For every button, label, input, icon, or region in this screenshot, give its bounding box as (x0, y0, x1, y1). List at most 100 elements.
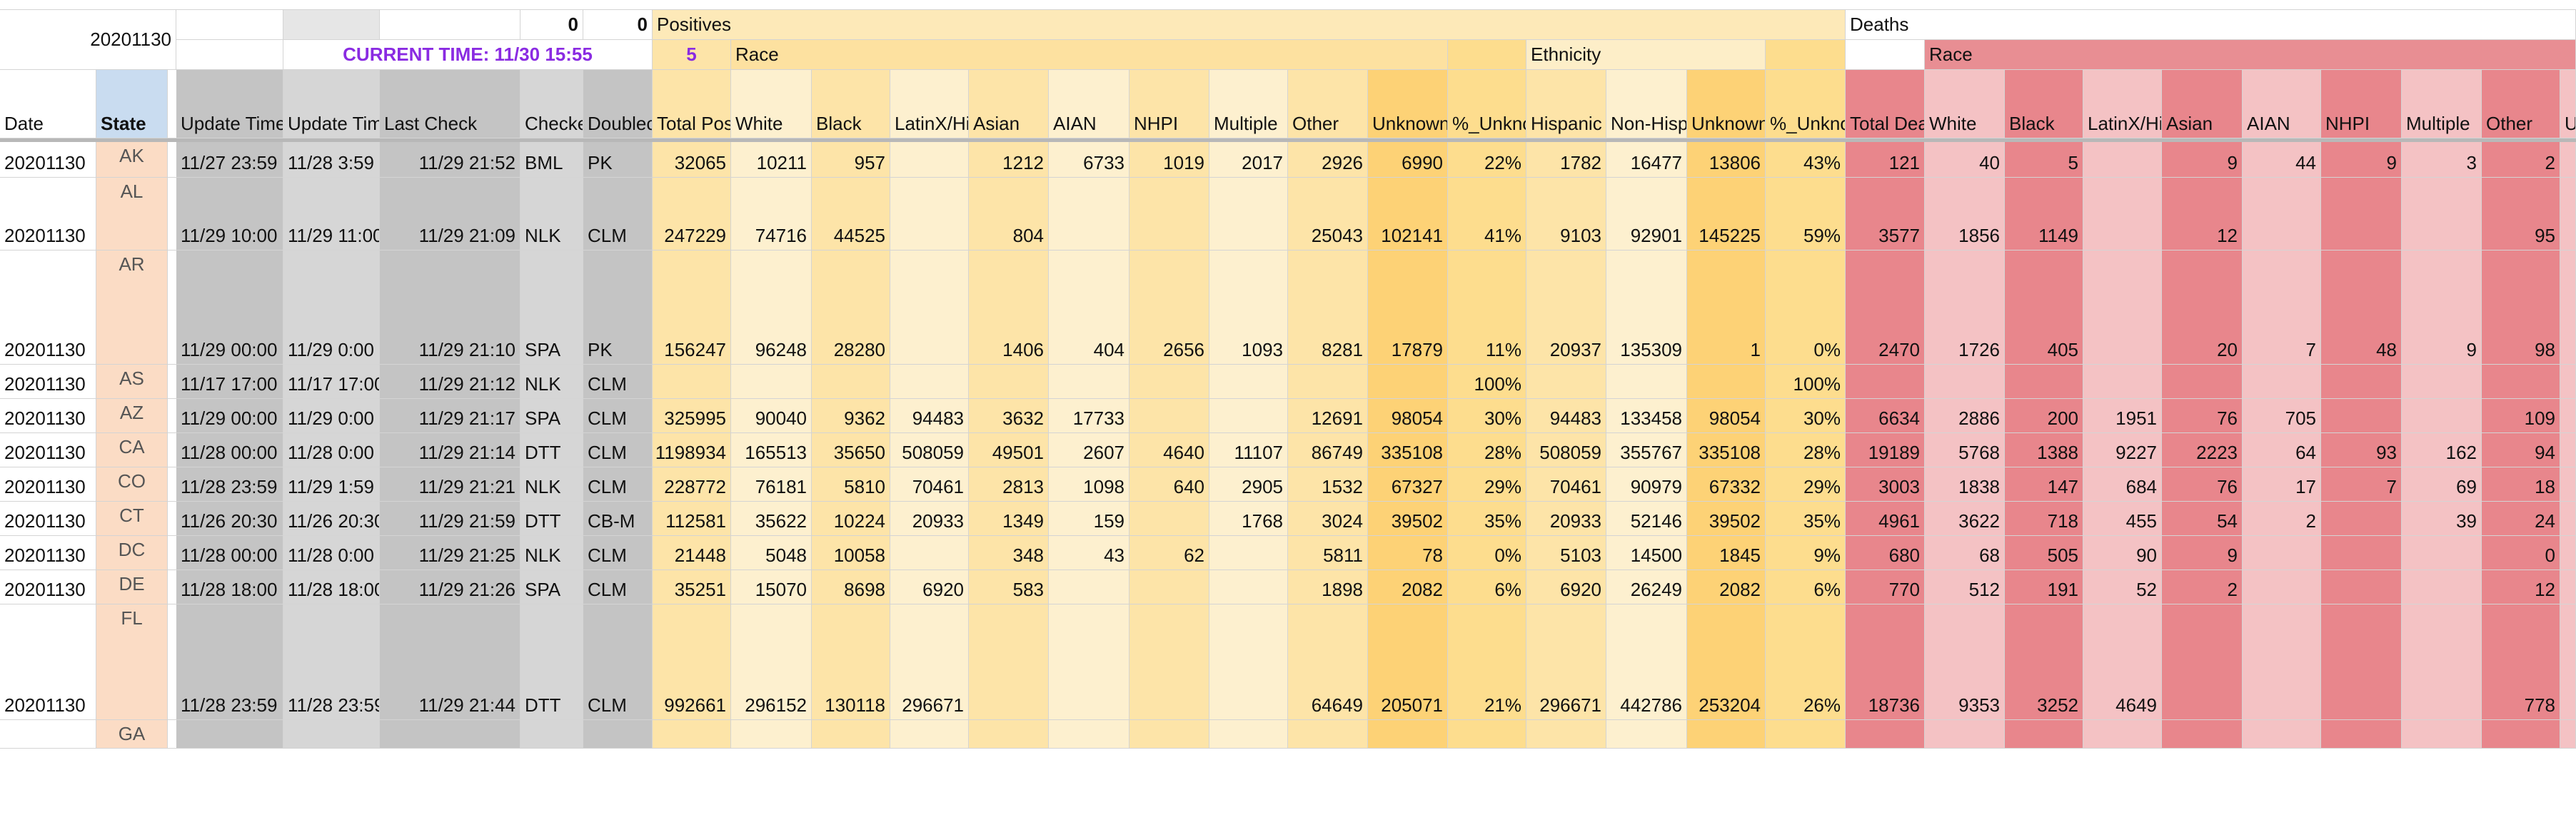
data-cell[interactable]: 11/29 21:44 (380, 604, 520, 720)
data-cell[interactable] (1766, 720, 1846, 749)
data-cell[interactable]: 11/17 17:00 (283, 365, 380, 399)
data-cell[interactable]: 804 (969, 178, 1049, 250)
data-cell[interactable]: 6920 (890, 570, 969, 604)
data-cell[interactable]: 684 (2083, 467, 2162, 502)
data-cell[interactable]: 30% (1766, 399, 1846, 433)
data-cell[interactable] (1925, 720, 2005, 749)
state-cell[interactable]: AK (96, 142, 168, 178)
data-cell[interactable]: 348 (969, 536, 1049, 570)
data-cell[interactable]: 1388 (2005, 433, 2083, 467)
data-cell[interactable]: 992661 (653, 604, 731, 720)
data-cell[interactable]: 5103 (1526, 536, 1606, 570)
data-cell[interactable]: 98054 (1368, 399, 1448, 433)
data-cell[interactable] (1129, 365, 1209, 399)
data-cell[interactable] (1129, 399, 1209, 433)
data-cell[interactable]: 145225 (1687, 178, 1766, 250)
data-cell[interactable]: 1532 (1288, 467, 1368, 502)
data-cell[interactable]: 11/28 18:00 (283, 570, 380, 604)
data-cell[interactable]: DTT (520, 604, 583, 720)
data-cell[interactable]: 6% (1448, 570, 1526, 604)
data-cell[interactable]: DTT (520, 502, 583, 536)
data-cell[interactable]: 9% (1766, 536, 1846, 570)
data-cell[interactable]: 1 (1687, 250, 1766, 365)
data-cell[interactable]: 40 (1925, 142, 2005, 178)
column-header-dun[interactable]: Unknown (2560, 70, 2576, 138)
data-cell[interactable]: 76181 (731, 467, 812, 502)
data-cell[interactable]: 455 (2083, 502, 2162, 536)
data-cell[interactable] (583, 720, 653, 749)
data-cell[interactable]: 12 (2482, 570, 2560, 604)
data-cell[interactable]: 20201130 (0, 142, 96, 178)
data-cell[interactable]: 100% (1766, 365, 1846, 399)
data-cell[interactable]: 159 (1049, 502, 1129, 536)
data-cell[interactable]: 133458 (1606, 399, 1687, 433)
data-cell[interactable]: 2 (2482, 142, 2560, 178)
data-cell[interactable]: 5048 (731, 536, 812, 570)
data-cell[interactable]: 6920 (1526, 570, 1606, 604)
data-cell[interactable]: 2223 (2162, 433, 2243, 467)
data-cell[interactable] (2560, 250, 2576, 365)
data-cell[interactable]: 11/29 00:00 (176, 250, 283, 365)
data-cell[interactable]: 78 (1368, 536, 1448, 570)
data-cell[interactable]: CLM (583, 433, 653, 467)
data-cell[interactable]: 64649 (1288, 604, 1368, 720)
data-cell[interactable]: 355767 (1606, 433, 1687, 467)
data-cell[interactable]: 11/29 0:00 (283, 399, 380, 433)
data-cell[interactable] (1049, 178, 1129, 250)
data-cell[interactable]: PK (583, 250, 653, 365)
data-cell[interactable]: 2905 (1209, 467, 1288, 502)
data-cell[interactable]: 11/28 0:00 (283, 536, 380, 570)
data-cell[interactable]: 778 (2482, 604, 2560, 720)
data-cell[interactable] (2560, 570, 2576, 604)
data-cell[interactable]: 29% (1448, 467, 1526, 502)
data-cell[interactable]: 20201130 (0, 250, 96, 365)
data-cell[interactable]: 680 (1846, 536, 1925, 570)
data-cell[interactable]: 11/29 21:17 (380, 399, 520, 433)
data-cell[interactable]: 17879 (1368, 250, 1448, 365)
data-cell[interactable] (2402, 720, 2482, 749)
data-cell[interactable] (2321, 536, 2402, 570)
data-cell[interactable]: 20201130 (0, 570, 96, 604)
data-cell[interactable]: 14500 (1606, 536, 1687, 570)
data-cell[interactable] (1049, 720, 1129, 749)
data-cell[interactable]: 11/29 11:00 (283, 178, 380, 250)
data-cell[interactable]: 20933 (890, 502, 969, 536)
data-cell[interactable]: 54 (2162, 502, 2243, 536)
data-cell[interactable] (380, 720, 520, 749)
data-cell[interactable]: 15070 (731, 570, 812, 604)
data-cell[interactable]: 11/29 10:00 (176, 178, 283, 250)
data-cell[interactable]: 1856 (1925, 178, 2005, 250)
column-header-dnh[interactable]: NHPI (2321, 70, 2402, 138)
data-cell[interactable]: 11/28 23:59 (176, 467, 283, 502)
column-header-dw[interactable]: White (1925, 70, 2005, 138)
data-cell[interactable]: 68 (1925, 536, 2005, 570)
data-cell[interactable] (2321, 720, 2402, 749)
data-cell[interactable] (2321, 178, 2402, 250)
data-cell[interactable] (1846, 365, 1925, 399)
data-cell[interactable]: 9 (2162, 142, 2243, 178)
data-cell[interactable]: 18736 (1846, 604, 1925, 720)
data-cell[interactable] (2560, 142, 2576, 178)
data-cell[interactable] (2243, 178, 2321, 250)
data-cell[interactable]: 6634 (1846, 399, 1925, 433)
data-cell[interactable] (1368, 720, 1448, 749)
data-cell[interactable]: 11/29 21:25 (380, 536, 520, 570)
data-cell[interactable]: 67332 (1687, 467, 1766, 502)
data-cell[interactable]: 1098 (1049, 467, 1129, 502)
data-cell[interactable]: 93 (2321, 433, 2402, 467)
data-cell[interactable]: 28% (1766, 433, 1846, 467)
data-cell[interactable] (2005, 365, 2083, 399)
column-header-db[interactable]: Black (2005, 70, 2083, 138)
data-cell[interactable]: 508059 (890, 433, 969, 467)
column-header-upd1[interactable]: Update Time (176, 70, 283, 138)
data-cell[interactable]: 48 (2321, 250, 2402, 365)
frozen-row-divider[interactable] (0, 138, 2576, 142)
data-cell[interactable]: 20201130 (0, 433, 96, 467)
data-cell[interactable]: 10224 (812, 502, 890, 536)
data-cell[interactable] (2005, 720, 2083, 749)
data-cell[interactable]: 52146 (1606, 502, 1687, 536)
data-cell[interactable]: 5811 (1288, 536, 1368, 570)
data-cell[interactable]: 640 (1129, 467, 1209, 502)
data-cell[interactable]: 3622 (1925, 502, 2005, 536)
